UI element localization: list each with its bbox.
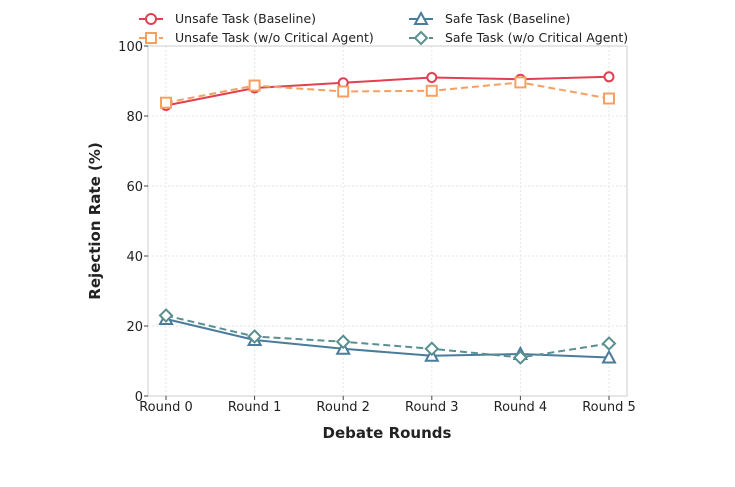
legend-label: Unsafe Task (w/o Critical Agent) [175,30,374,45]
legend-triangle-marker [413,10,429,25]
series-2 [160,76,615,109]
legend-square-marker [145,32,157,44]
data-point-square [160,96,172,109]
series-line [165,75,610,107]
x-axis-label: Debate Rounds [323,424,452,442]
legend-entry-unsafe-no-critic: Unsafe Task (w/o Critical Agent) [139,30,374,45]
x-tick-label: Round 4 [494,400,548,415]
data-point-diamond [158,308,174,323]
y-tick-label: 20 [126,320,143,335]
data-point-diamond [335,334,351,350]
grid [148,46,627,396]
x-tick-label: Round 3 [405,400,459,415]
y-axis-label: Rejection Rate (%) [86,142,104,299]
series-line [165,81,610,104]
data-point-diamond [247,329,263,344]
y-tick-label: 0 [135,390,143,405]
data-point-circle [603,71,615,83]
y-tick-label: 100 [118,40,143,55]
data-point-square [248,79,261,92]
y-tick-label: 40 [126,250,143,265]
legend-label: Safe Task (Baseline) [445,11,570,26]
legend-diamond-marker [413,30,429,46]
x-tick-label: Round 0 [139,400,193,415]
legend-entry-unsafe-baseline: Unsafe Task (Baseline) [139,11,316,26]
data-point-triangle [601,349,617,364]
data-point-circle [426,72,438,83]
data-point-diamond [601,336,617,351]
series-line [165,314,610,359]
data-point-diamond [424,341,440,357]
x-tick-label: Round 2 [316,400,370,415]
data-point-square [337,85,350,98]
y-tick-label: 60 [126,180,143,195]
y-tick-label: 80 [126,110,143,125]
series-4 [158,308,617,365]
series-line [165,318,610,359]
legend-entry-safe-no-critic: Safe Task (w/o Critical Agent) [409,30,628,46]
legend-circle-marker [145,13,157,25]
plot-area-frame [147,45,628,397]
series-3 [158,310,617,364]
data-point-square [514,76,527,89]
series-group [158,71,617,365]
x-tick-label: Round 1 [228,400,282,415]
data-point-diamond [512,350,528,365]
legend-entry-safe-baseline: Safe Task (Baseline) [409,10,570,26]
data-point-square [603,92,615,105]
legend: Unsafe Task (Baseline) Unsafe Task (w/o … [139,10,628,46]
legend-label: Safe Task (w/o Critical Agent) [445,30,628,45]
legend-label: Unsafe Task (Baseline) [175,11,316,26]
axis-ticks: 0 20 40 60 80 100 Round 0 Round 1 Round 2 Round 3… [118,40,636,415]
x-tick-label: Round 5 [582,400,636,415]
data-point-square [425,84,438,97]
